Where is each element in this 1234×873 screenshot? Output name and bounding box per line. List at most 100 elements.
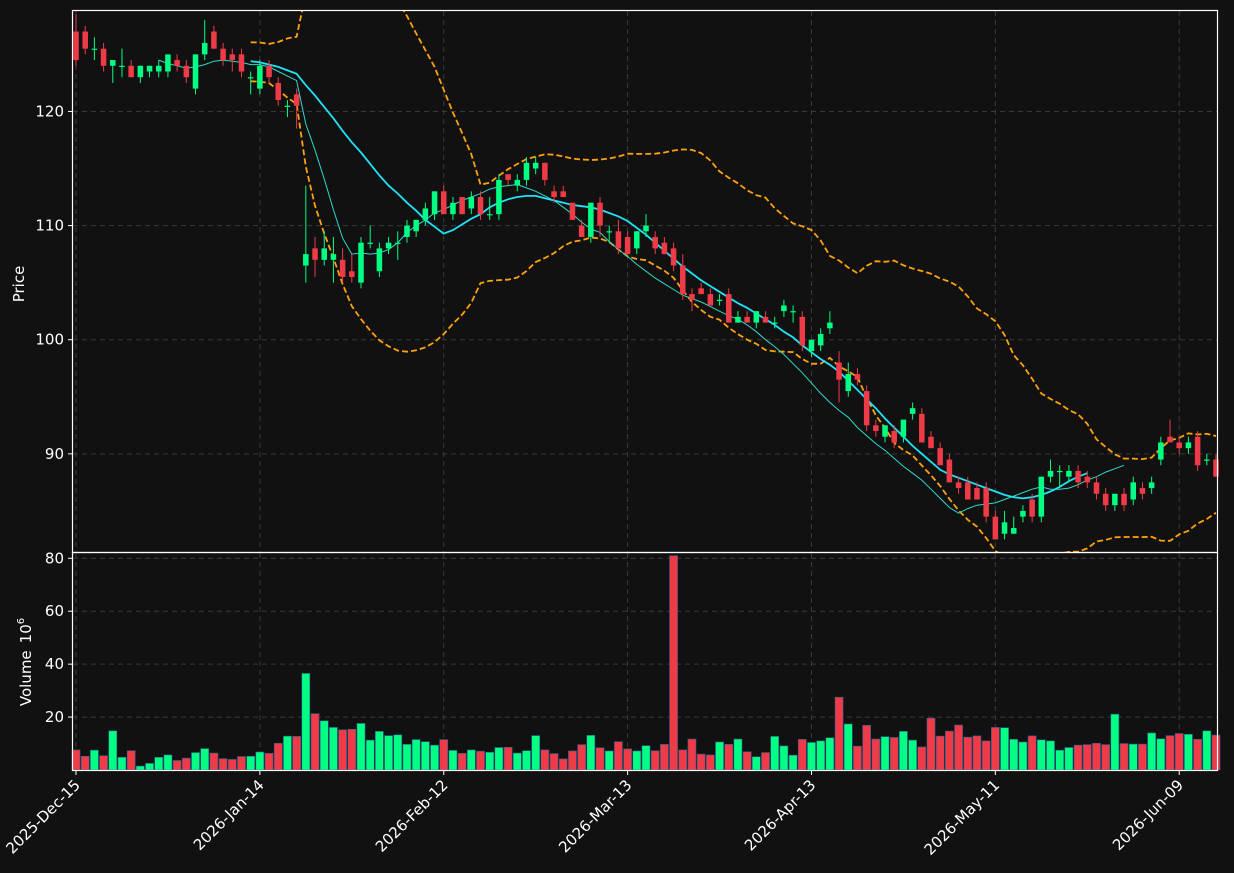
candle-body xyxy=(247,77,254,79)
candle-body xyxy=(1084,476,1091,483)
candle-body xyxy=(569,202,576,220)
candle-body xyxy=(1176,442,1182,449)
volume-bar xyxy=(1036,739,1046,771)
candle-body xyxy=(716,299,723,301)
volume-bar xyxy=(917,746,927,771)
candle-body xyxy=(799,316,806,346)
volume-bar xyxy=(338,729,347,771)
candle-body xyxy=(339,259,346,277)
volume-panel-frame xyxy=(71,551,1219,772)
candle-body xyxy=(155,65,162,72)
bollinger-bands xyxy=(250,11,1217,552)
candle-body xyxy=(817,334,824,346)
volume-bar xyxy=(660,744,669,771)
volume-bar xyxy=(1165,735,1175,771)
volume-bar xyxy=(145,763,154,771)
volume-bar xyxy=(604,750,614,771)
candle-body xyxy=(385,242,392,249)
candle-body xyxy=(349,271,355,277)
volume-tick-label: 40 xyxy=(45,655,64,673)
volume-bar xyxy=(1128,743,1138,771)
candle-body xyxy=(1112,493,1118,506)
volume-bar xyxy=(512,752,522,771)
volume-bar xyxy=(926,717,936,771)
volume-bar xyxy=(1174,733,1184,771)
volume-bar xyxy=(1193,739,1202,771)
volume-bar xyxy=(834,696,844,771)
volume-bar xyxy=(117,756,127,771)
volume-bar xyxy=(1009,739,1019,771)
candle-body xyxy=(1167,436,1173,443)
volume-bar xyxy=(972,735,982,771)
candle-body xyxy=(854,373,861,380)
candle-body xyxy=(312,248,318,260)
volume-bar xyxy=(191,752,200,771)
candle-body xyxy=(1075,470,1081,483)
volume-bar xyxy=(1138,743,1147,771)
volume-bar xyxy=(945,730,954,771)
candle-body xyxy=(174,60,180,66)
volume-bar xyxy=(494,747,504,771)
volume-bar xyxy=(558,758,568,771)
candle-body xyxy=(946,459,953,483)
volume-bar xyxy=(1055,749,1065,771)
volume-bar xyxy=(889,737,899,771)
candle-body xyxy=(376,248,383,272)
volume-bar xyxy=(1101,744,1111,771)
candle-body xyxy=(450,202,456,215)
candle-body xyxy=(744,316,750,323)
candle-body xyxy=(119,65,125,67)
volume-bar xyxy=(246,755,256,771)
candle-body xyxy=(183,65,190,78)
volume-bar xyxy=(421,741,430,771)
volume-bar xyxy=(899,731,908,771)
candle-body xyxy=(1148,482,1155,489)
volume-bar xyxy=(632,750,642,771)
volume-bar xyxy=(1082,744,1092,771)
volume-bar xyxy=(503,746,513,771)
candle-body xyxy=(413,219,419,232)
volume-bar xyxy=(80,755,90,771)
volume-bar xyxy=(411,739,421,771)
volume-bar xyxy=(1119,743,1129,771)
candle-body xyxy=(1020,510,1026,517)
candle-body xyxy=(707,294,714,306)
lower-band-line xyxy=(250,80,1217,552)
volume-bar xyxy=(1110,713,1120,771)
volume-bar xyxy=(825,737,835,771)
candle-body xyxy=(146,65,153,72)
volume-bar xyxy=(1073,744,1083,771)
volume-bar xyxy=(163,754,173,771)
volume-bar xyxy=(963,736,973,771)
candle-body xyxy=(863,391,870,426)
candle-body xyxy=(974,488,980,500)
candle-body xyxy=(477,197,484,215)
candle-body xyxy=(542,162,548,180)
volume-bar xyxy=(678,749,688,771)
volume-bar xyxy=(172,760,182,771)
candle-body xyxy=(882,425,888,437)
candle-body xyxy=(1056,470,1063,473)
candle-body xyxy=(808,339,815,352)
candle-body xyxy=(983,488,989,517)
volume-tick-label: 60 xyxy=(45,602,64,620)
candle-body xyxy=(615,231,622,249)
candle-body xyxy=(762,316,769,323)
volume-bar xyxy=(549,753,559,771)
volume-tick-label: 20 xyxy=(45,708,64,726)
candle-body xyxy=(1093,482,1100,494)
candle-body xyxy=(137,65,144,78)
volume-bar xyxy=(439,739,449,771)
candle-body xyxy=(358,242,364,283)
volume-tick-label: 80 xyxy=(45,549,64,567)
volume-bar xyxy=(99,755,108,771)
volume-bar xyxy=(292,736,301,771)
candle-body xyxy=(624,236,631,255)
volume-bar xyxy=(981,740,991,771)
candle-body xyxy=(560,191,567,198)
volume-bar xyxy=(770,736,780,771)
candle-body xyxy=(1139,488,1146,494)
candle-body xyxy=(1010,528,1017,534)
candle-body xyxy=(523,162,530,180)
